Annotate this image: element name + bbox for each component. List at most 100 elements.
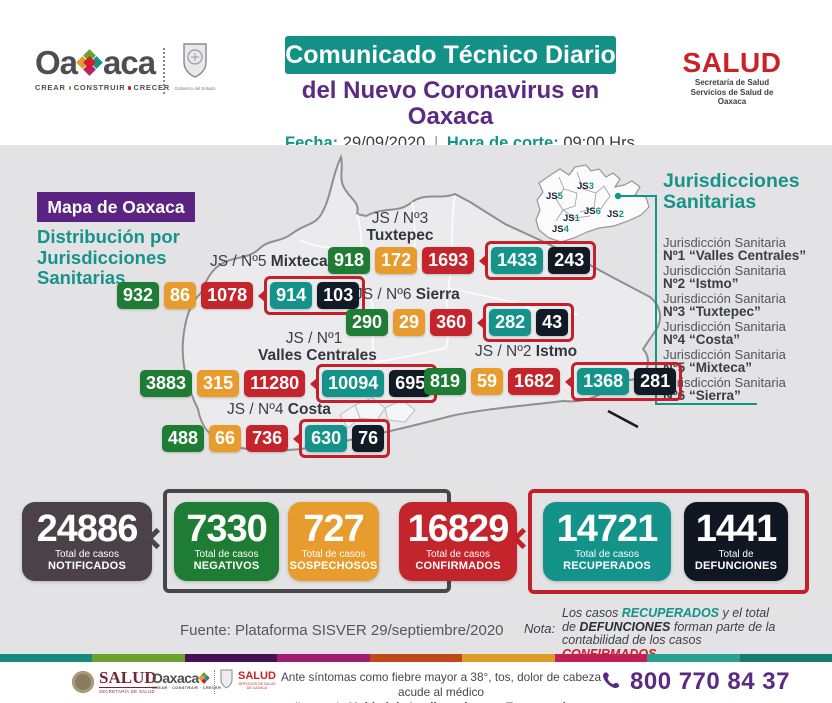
recuperados-chip: 914 <box>270 282 313 309</box>
legend-list: Jurisdicción Sanitaria Nº1 “Valles Centra… <box>663 236 806 404</box>
inset-label-js3: JS3 <box>577 181 594 192</box>
total-notificados: 24886 Total de casos NOTIFICADOS <box>22 502 152 581</box>
advice-line-2: y llama a la Unidad de Inteligencia para… <box>276 700 606 703</box>
map-badge: Mapa de Oaxaca <box>37 192 195 222</box>
note-text: Los casos RECUPERADOS y el total de DEFU… <box>562 606 776 660</box>
sospechosos-chip: 172 <box>375 247 418 274</box>
defunciones-chip: 76 <box>352 425 385 452</box>
legend-item: Jurisdicción Sanitaria Nº1 “Valles Centra… <box>663 235 807 263</box>
legend-item: Jurisdicción Sanitaria Nº5 “Mixteca” <box>663 347 786 375</box>
recuperados-defunciones-group: 630 76 <box>293 419 391 458</box>
footer-color-stripe <box>0 654 832 662</box>
defunciones-chip: 243 <box>548 247 591 274</box>
connector-arrow-icon <box>258 289 266 302</box>
seal-icon <box>183 43 207 78</box>
title-block: Comunicado Técnico Diario del Nuevo Coro… <box>285 36 635 153</box>
legend-item: Jurisdicción Sanitaria Nº6 “Sierra” <box>663 375 786 403</box>
label-mixteca: JS / Nº5 Mixteca <box>210 253 328 270</box>
recuperados-chip: 1433 <box>491 247 544 274</box>
negativos-chip: 488 <box>162 425 205 452</box>
salud-wordmark: SALUD <box>682 47 782 78</box>
sospechosos-chip: 59 <box>471 368 504 395</box>
footer-advice-text: Ante síntomas como fiebre mayor a 38°, t… <box>276 670 606 703</box>
oaxaca-x-icon <box>76 49 103 76</box>
confirmados-chip: 736 <box>246 425 289 452</box>
legend-item: Jurisdicción Sanitaria Nº4 “Costa” <box>663 319 786 347</box>
sospechosos-chip: 315 <box>197 370 240 397</box>
total-sospechosos: 727 Total de casos SOSPECHOSOS <box>288 502 379 581</box>
wordmark-part1: Oa <box>35 44 78 81</box>
legend-item: Jurisdicción Sanitaria Nº2 “Istmo” <box>663 263 786 291</box>
sospechosos-chip: 66 <box>209 425 242 452</box>
total-defunciones: 1441 Total de DEFUNCIONES <box>684 502 788 581</box>
stats-row-istmo: 819 59 1682 1368 281 <box>424 362 683 401</box>
note-label: Nota: <box>524 621 556 636</box>
total-confirmados: 16829 Total de casos CONFIRMADOS <box>399 502 517 581</box>
recuperados-chip: 10094 <box>322 370 385 397</box>
wordmark-part2: aca <box>103 44 156 81</box>
footer: SALUD SECRETARÍA DE SALUD Oaxaca CREAR ·… <box>0 662 832 703</box>
pipe-separator: | <box>433 134 439 152</box>
stats-row-costa: 488 66 736 630 76 <box>162 419 391 458</box>
label-istmo: JS / Nº2 Istmo <box>475 343 578 360</box>
recuperados-chip: 1368 <box>577 368 630 395</box>
oaxaca-mini-tagline: CREAR · CONSTRUIR · CRECER <box>152 686 222 690</box>
page-subtitle: del Nuevo Coronavirus en Oaxaca <box>301 77 600 130</box>
salud-subtitle-2: Servicios de Salud de Oaxaca <box>690 87 774 107</box>
inset-label-js5: JS5 <box>546 191 563 202</box>
oaxaca-tagline: CREAR CONSTRUIR CRECER <box>35 83 170 92</box>
government-seal: Gobierno del Estado <box>172 42 218 91</box>
confirmados-chip: 1682 <box>508 368 561 395</box>
connector-arrow-icon <box>310 377 318 390</box>
label-valles-centrales: JS / Nº1 Valles Centrales <box>258 330 377 364</box>
sospechosos-chip: 86 <box>164 282 197 309</box>
oaxaca-x-icon <box>197 671 210 684</box>
federal-salud-logo: SALUD SECRETARÍA DE SALUD <box>72 669 157 694</box>
bullet-icon <box>128 85 131 90</box>
eagle-emblem-icon <box>72 670 94 693</box>
source-text: Fuente: Plataforma SISVER 29/septiembre/… <box>180 622 504 639</box>
recuperados-defunciones-group: 1368 281 <box>565 362 683 401</box>
confirmados-chip: 360 <box>430 309 473 336</box>
recuperados-chip: 282 <box>489 309 532 336</box>
confirmados-chip: 1693 <box>422 247 475 274</box>
stats-row-mixteca: 932 86 1078 914 103 <box>117 276 366 315</box>
total-negativos: 7330 Total de casos NEGATIVOS <box>174 502 279 581</box>
inset-label-js4: JS4 <box>552 224 569 235</box>
outcome-group-bracket <box>528 489 809 594</box>
map-subtitle: Distribución por Jurisdicciones Sanitari… <box>37 226 180 288</box>
page-title: Comunicado Técnico Diario <box>285 36 616 74</box>
connector-arrow-icon <box>565 375 573 388</box>
connector-arrow-icon <box>479 254 487 267</box>
federal-salud-wordmark: SALUD <box>99 668 157 687</box>
defunciones-chip: 281 <box>634 368 677 395</box>
negativos-chip: 819 <box>424 368 467 395</box>
label-sierra: JS / Nº6 Sierra <box>355 286 460 303</box>
inset-label-js2: JS2 <box>607 209 624 220</box>
total-recuperados: 14721 Total de casos RECUPERADOS <box>543 502 671 581</box>
negativos-chip: 932 <box>117 282 160 309</box>
negativos-chip: 918 <box>328 247 371 274</box>
header: Oa aca CREAR CONSTRUIR CRECER Gobierno del … <box>0 0 832 152</box>
defunciones-chip: 43 <box>536 309 569 336</box>
inset-label-js1: JS1 <box>563 213 580 224</box>
oaxaca-mini-logo: Oaxaca CREAR · CONSTRUIR · CRECER <box>152 670 222 690</box>
phone-number: 800 770 84 37 <box>630 668 790 695</box>
dotted-separator <box>163 48 165 94</box>
phone-icon <box>603 672 620 689</box>
confirmados-chip: 11280 <box>244 370 306 397</box>
recuperados-defunciones-group: 282 43 <box>477 303 575 342</box>
negativos-chip: 3883 <box>140 370 193 397</box>
stats-row-valles-centrales: 3883 315 11280 10094 695 <box>140 364 438 403</box>
dotted-separator <box>214 670 215 694</box>
federal-salud-subtitle: SECRETARÍA DE SALUD <box>99 687 157 694</box>
connector-arrow-icon <box>293 432 301 445</box>
inset-label-js6: JS6 <box>584 206 601 217</box>
stats-row-sierra: 290 29 360 282 43 <box>346 303 575 342</box>
recuperados-chip: 630 <box>305 425 348 452</box>
advice-line-1: Ante síntomas como fiebre mayor a 38°, t… <box>280 670 602 699</box>
sospechosos-chip: 29 <box>393 309 426 336</box>
label-tuxtepec: JS / Nº3 Tuxtepec <box>366 210 434 244</box>
oaxaca-wordmark: Oa aca <box>35 45 170 81</box>
